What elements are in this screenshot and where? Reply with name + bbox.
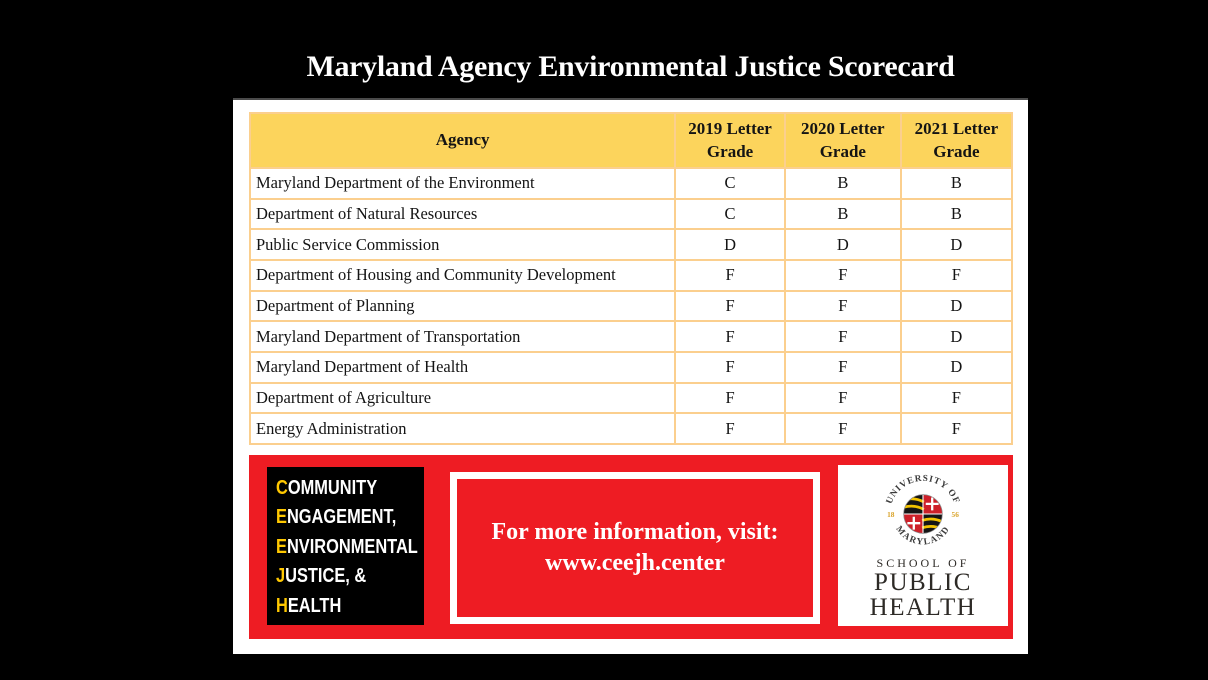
table-row: Department of Agriculture F F F [248,381,1014,415]
table-row: Maryland Department of Transportation F F D [248,320,1014,353]
agency-name-cell: Department of Agriculture [248,381,677,415]
grade-cell: F [783,381,902,415]
ceejh-logo-line: HEALTH [276,594,342,617]
grade-cell: F [899,412,1014,445]
table-row: Department of Housing and Community Deve… [248,258,1014,292]
grade-cell: C [674,197,786,231]
scorecard-table: Agency 2019 Letter Grade 2020 Letter Gra… [248,112,1014,445]
grade-cell: B [783,197,902,231]
grade-cell: F [783,258,902,292]
column-header-2020-grade: 2020 Letter Grade [783,112,902,169]
table-row: Department of Planning F F D [248,289,1014,323]
table-row: Maryland Department of Health F F D [248,350,1014,384]
grade-cell: D [899,320,1014,353]
grade-cell: F [674,412,786,445]
grade-cell: F [783,350,902,384]
ceejh-logo-line: JUSTICE, & [276,565,367,588]
grade-cell: F [783,289,902,323]
agency-name-cell: Public Service Commission [248,228,677,261]
page-title: Maryland Agency Environmental Justice Sc… [306,50,955,83]
grade-cell: F [783,412,902,445]
grade-cell: F [899,381,1014,415]
umd-seal-icon: UNIVERSITY OF MARYLAND 18 56 [884,473,962,547]
column-header-2019-grade: 2019 Letter Grade [674,112,786,169]
ceejh-logo: COMMUNITY ENGAGEMENT, ENVIRONMENTAL JUSTICE… [267,467,424,625]
umd-public-text: PUBLIC [874,569,972,596]
table-header-row: Agency 2019 Letter Grade 2020 Letter Gra… [248,112,1014,169]
table-row: Maryland Department of the Environment C B… [248,167,1014,200]
column-header-agency: Agency [248,112,677,169]
table-body: Maryland Department of the Environment C B… [248,167,1014,445]
grade-cell: F [674,320,786,353]
ceejh-logo-line: COMMUNITY [276,477,378,499]
grade-cell: B [899,197,1014,231]
umd-school-of-public-health-logo: UNIVERSITY OF MARYLAND 18 56 [838,465,1008,626]
info-line: For more information, visit: [491,519,779,545]
footer-band: COMMUNITY ENGAGEMENT, ENVIRONMENTAL JUSTICE… [249,455,1013,639]
seal-year-right: 56 [952,510,960,519]
grade-cell: F [783,320,902,353]
umd-health-text: HEALTH [869,594,977,621]
grade-cell: F [674,381,786,415]
grade-cell: D [674,228,786,261]
grade-cell: B [783,167,902,200]
grade-cell: D [783,228,902,261]
agency-name-cell: Department of Planning [248,289,677,323]
table-row: Energy Administration F F F [248,412,1014,445]
content-card: Agency 2019 Letter Grade 2020 Letter Gra… [233,98,1028,654]
column-header-2021-grade: 2021 Letter Grade [899,112,1014,169]
info-banner: For more information, visit: www.ceejh.c… [450,472,820,624]
grade-cell: F [674,258,786,292]
grade-cell: F [674,350,786,384]
grade-cell: D [899,228,1014,261]
grade-cell: F [899,258,1014,292]
grade-cell: B [899,167,1014,200]
table-row: Public Service Commission D D D [248,228,1014,261]
agency-name-cell: Energy Administration [248,412,677,445]
umd-school-of-text: SCHOOL OF [876,556,970,570]
seal-year-left: 18 [887,510,895,519]
ceejh-logo-line: ENVIRONMENTAL [276,535,418,558]
agency-name-cell: Maryland Department of Transportation [248,320,677,353]
table-row: Department of Natural Resources C B B [248,197,1014,231]
agency-name-cell: Maryland Department of the Environment [248,167,677,200]
agency-name-cell: Department of Housing and Community Deve… [248,258,677,292]
grade-cell: C [674,167,786,200]
grade-cell: D [899,289,1014,323]
grade-cell: D [899,350,1014,384]
grade-cell: F [674,289,786,323]
agency-name-cell: Maryland Department of Health [248,350,677,384]
info-url: www.ceejh.center [545,550,725,576]
agency-name-cell: Department of Natural Resources [248,197,677,231]
ceejh-logo-line: ENGAGEMENT, [276,506,397,529]
